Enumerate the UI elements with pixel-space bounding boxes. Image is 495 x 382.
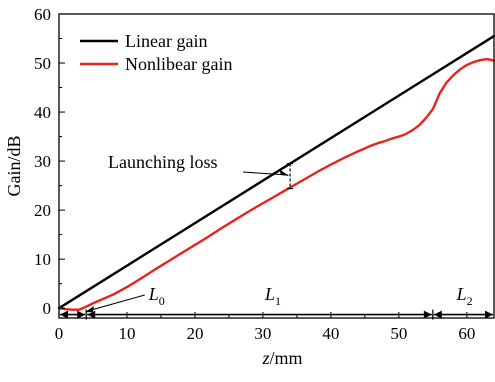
- l0-pointer-arrowhead: [84, 306, 94, 313]
- series-line-nonlinear-gain: [57, 57, 495, 311]
- x-axis-title: z/mm: [261, 348, 302, 368]
- region-label-sub: 2: [467, 294, 473, 308]
- y-tick-label: 40: [34, 103, 51, 122]
- y-tick-label: 30: [34, 152, 51, 171]
- x-tick-label: 60: [458, 324, 475, 343]
- legend: Linear gain Nonlibear gain: [80, 31, 232, 74]
- legend-label: Nonlibear gain: [125, 54, 232, 74]
- x-tick-label: 40: [322, 324, 339, 343]
- region-arrowhead: [433, 310, 442, 319]
- region-label-sub: 0: [159, 294, 165, 308]
- x-tick-label: 0: [55, 324, 64, 343]
- l0-pointer: [90, 294, 145, 311]
- x-tick-label: 50: [390, 324, 407, 343]
- legend-label: Linear gain: [125, 31, 207, 51]
- y-axis-title: Gain/dB: [4, 136, 24, 197]
- region-arrowhead: [77, 310, 86, 319]
- region-arrowhead: [485, 310, 493, 319]
- y-tick-label: 60: [34, 5, 51, 24]
- series-line-linear-gain: [57, 34, 495, 310]
- region-label-L0: L0: [148, 284, 165, 308]
- x-tick-label: 10: [118, 324, 135, 343]
- region-label-sub: 1: [275, 294, 281, 308]
- plot-frame: [58, 13, 495, 319]
- launching-loss-label: Launching loss: [108, 152, 218, 172]
- region-label-main: L: [456, 284, 467, 304]
- y-tick-label: 0: [43, 299, 52, 318]
- launching-loss-arrowhead: [279, 169, 290, 177]
- x-axis-title-unit: /mm: [270, 348, 303, 368]
- y-tick-label: 20: [34, 201, 51, 220]
- x-axis-title-var: z: [261, 348, 269, 368]
- launching-loss-pointer: [242, 171, 289, 176]
- y-tick-label: 50: [34, 54, 51, 73]
- region-arrowhead: [87, 310, 96, 319]
- region-arrowhead: [60, 310, 68, 319]
- region-arrowhead: [423, 310, 432, 319]
- region-label-main: L: [148, 284, 159, 304]
- region-label-L2: L2: [456, 284, 473, 308]
- plot-marks: [57, 34, 495, 311]
- y-tick-label: 10: [34, 250, 51, 269]
- x-tick-label: 20: [186, 324, 203, 343]
- x-tick-label: 30: [254, 324, 271, 343]
- region-label-main: L: [264, 284, 275, 304]
- region-label-L1: L1: [264, 284, 281, 308]
